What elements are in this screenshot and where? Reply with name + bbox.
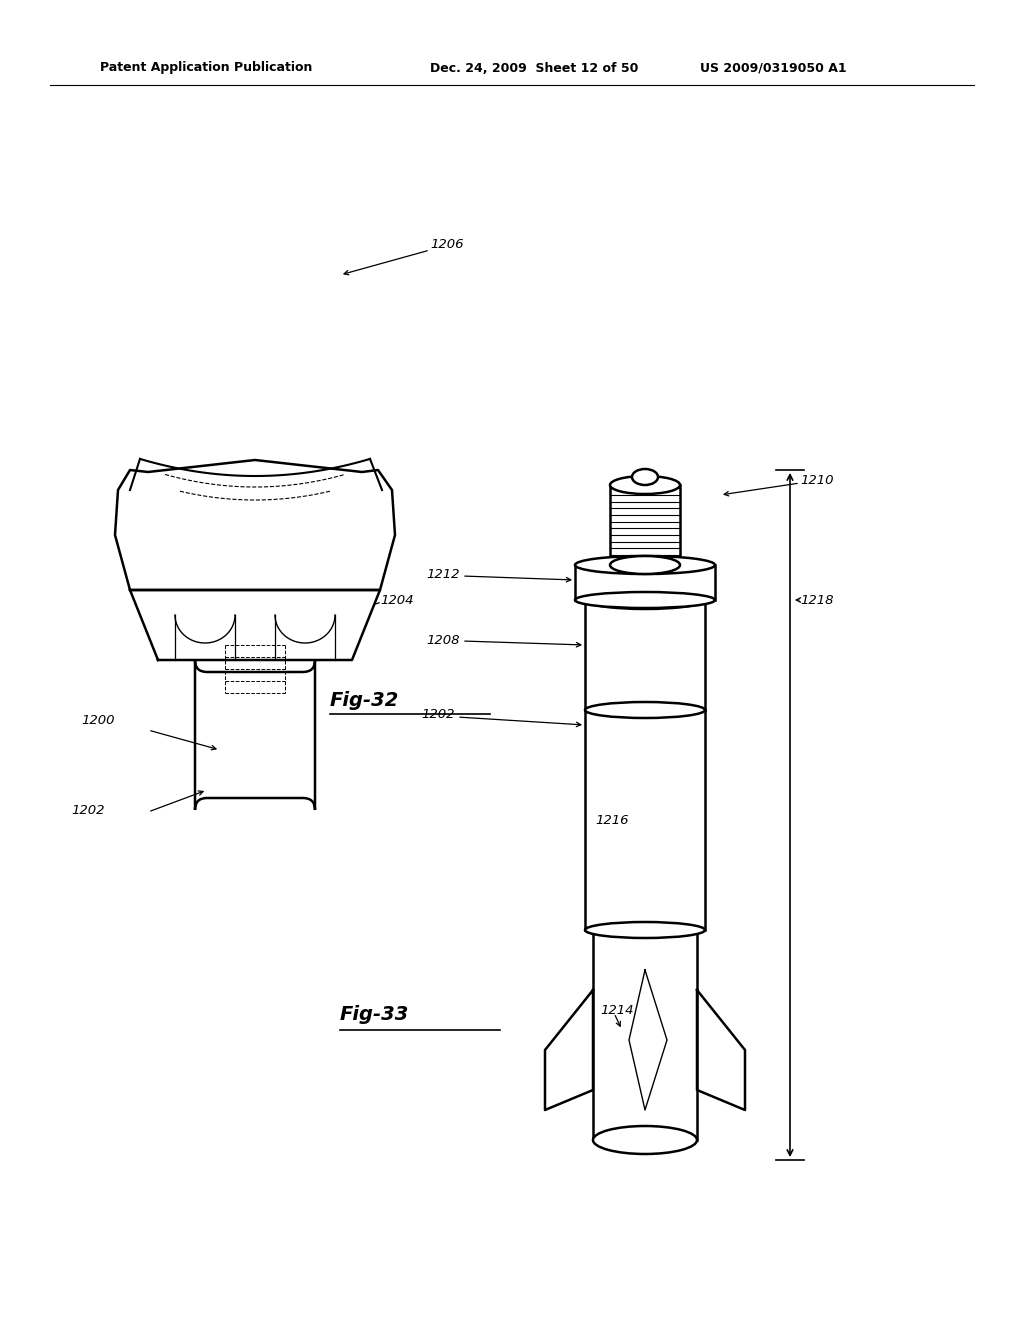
FancyBboxPatch shape — [195, 660, 315, 810]
Polygon shape — [130, 590, 380, 660]
Text: 1200: 1200 — [82, 714, 115, 726]
Ellipse shape — [575, 556, 715, 574]
Text: US 2009/0319050 A1: US 2009/0319050 A1 — [700, 62, 847, 74]
FancyBboxPatch shape — [575, 565, 715, 601]
Ellipse shape — [593, 1126, 697, 1154]
Ellipse shape — [585, 591, 705, 609]
Text: 1208: 1208 — [427, 634, 460, 647]
Ellipse shape — [610, 477, 680, 494]
Text: Fig-32: Fig-32 — [330, 690, 399, 710]
Text: 1202: 1202 — [72, 804, 105, 817]
FancyBboxPatch shape — [585, 601, 705, 710]
Ellipse shape — [575, 591, 715, 609]
Polygon shape — [545, 990, 593, 1110]
Polygon shape — [115, 459, 395, 590]
FancyBboxPatch shape — [610, 484, 680, 565]
Text: Patent Application Publication: Patent Application Publication — [100, 62, 312, 74]
Text: 1212: 1212 — [427, 569, 460, 582]
FancyBboxPatch shape — [593, 931, 697, 1140]
Text: 1218: 1218 — [800, 594, 834, 606]
Ellipse shape — [585, 921, 705, 939]
Text: Dec. 24, 2009  Sheet 12 of 50: Dec. 24, 2009 Sheet 12 of 50 — [430, 62, 638, 74]
Ellipse shape — [632, 469, 658, 484]
Text: 1214: 1214 — [600, 1003, 634, 1016]
Ellipse shape — [610, 556, 680, 574]
Text: 1204: 1204 — [380, 594, 414, 606]
Text: 1202: 1202 — [422, 709, 455, 722]
Polygon shape — [697, 990, 745, 1110]
Text: 1206: 1206 — [430, 239, 464, 252]
Text: Fig-33: Fig-33 — [340, 1006, 410, 1024]
Text: 1216: 1216 — [595, 813, 629, 826]
Ellipse shape — [585, 702, 705, 718]
FancyBboxPatch shape — [585, 710, 705, 931]
Text: 1210: 1210 — [800, 474, 834, 487]
